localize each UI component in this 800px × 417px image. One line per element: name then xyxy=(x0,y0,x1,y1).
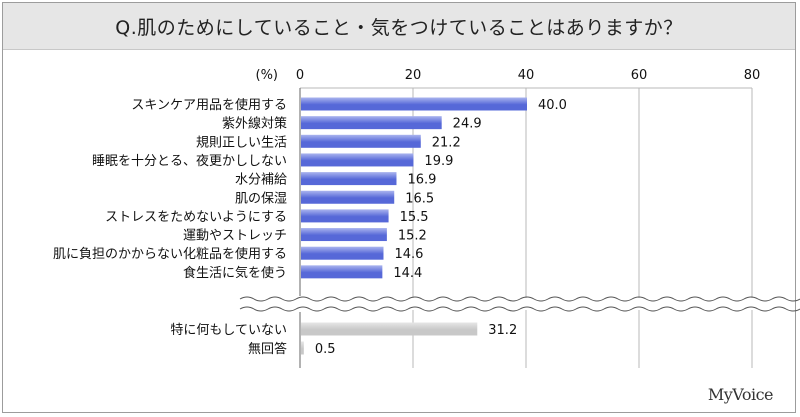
category-label: 睡眠を十分とる、夜更かししない xyxy=(92,154,287,169)
category-label: ストレスをためないようにする xyxy=(105,210,287,225)
value-label: 14.6 xyxy=(394,247,423,262)
bar xyxy=(301,246,384,260)
bar xyxy=(301,116,442,130)
category-label: 食生活に気を使う xyxy=(183,265,287,281)
title-bar: Q.肌のためにしていること・気をつけていることはありますか？ xyxy=(3,3,795,50)
value-label: 15.2 xyxy=(398,229,427,244)
value-label: 21.2 xyxy=(432,135,461,150)
x-tick-label: 20 xyxy=(405,68,422,83)
value-label: 24.9 xyxy=(453,117,482,132)
x-tick-label: 0 xyxy=(296,68,304,83)
value-label: 15.5 xyxy=(400,210,429,225)
bar xyxy=(301,97,527,111)
axis-break-band xyxy=(240,298,780,310)
bar xyxy=(301,341,304,355)
value-label: 14.4 xyxy=(393,266,422,281)
category-label: 規則正しい生活 xyxy=(196,135,287,150)
category-label: 紫外線対策 xyxy=(222,116,287,132)
bar xyxy=(301,322,478,336)
x-tick-label: 80 xyxy=(744,68,761,83)
bar xyxy=(301,209,389,223)
bar xyxy=(301,134,421,148)
category-label: 特に何もしていない xyxy=(170,322,287,338)
chart-title: Q.肌のためにしていること・気をつけていることはありますか？ xyxy=(115,16,683,39)
unit-label: (%) xyxy=(256,68,279,83)
category-label: 肌の保湿 xyxy=(235,191,287,206)
category-label: スキンケア用品を使用する xyxy=(131,97,287,113)
axis-break-line-bottom xyxy=(239,306,800,312)
brand-logo: MyVoice xyxy=(707,385,774,404)
chart-frame: Q.肌のためにしていること・気をつけていることはありますか？ MyVoice xyxy=(2,2,796,413)
value-label: 31.2 xyxy=(488,323,517,338)
x-tick-label: 40 xyxy=(518,68,535,83)
category-label: 水分補給 xyxy=(235,173,287,188)
value-label: 16.9 xyxy=(407,173,436,188)
x-tick-label: 60 xyxy=(631,68,648,83)
bar xyxy=(301,172,397,186)
bar xyxy=(301,190,395,204)
value-label: 16.5 xyxy=(405,191,434,206)
category-label: 運動やストレッチ xyxy=(183,229,287,244)
axis-break-line-top xyxy=(239,296,800,302)
bar xyxy=(301,153,414,167)
bar xyxy=(301,265,383,279)
category-label: 無回答 xyxy=(248,341,287,357)
value-label: 19.9 xyxy=(424,154,453,169)
value-label: 40.0 xyxy=(538,98,567,113)
value-label: 0.5 xyxy=(315,342,336,357)
bar xyxy=(301,228,387,242)
category-label: 肌に負担のかからない化粧品を使用する xyxy=(53,246,287,262)
